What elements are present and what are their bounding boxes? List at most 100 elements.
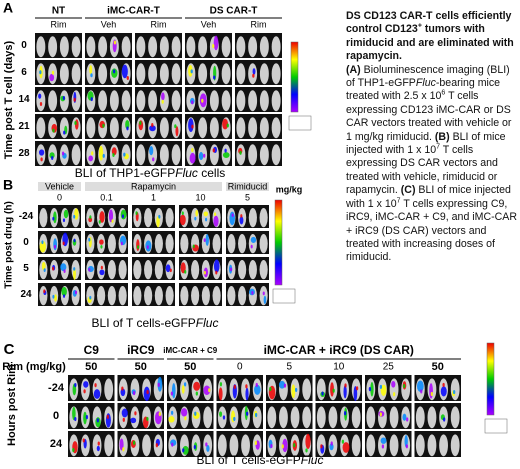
image-panel — [85, 231, 128, 254]
signal — [122, 417, 125, 422]
signal — [52, 128, 55, 133]
signal — [121, 408, 128, 418]
color-scale-box — [272, 288, 296, 304]
row-label: 24 — [20, 289, 32, 300]
mouse — [389, 406, 399, 429]
signal — [53, 244, 57, 249]
caption-part: BLI of T cells-eGFP — [197, 453, 301, 467]
signal — [39, 70, 42, 75]
signal — [233, 416, 236, 422]
signal — [121, 386, 124, 391]
signal — [233, 384, 236, 389]
signal — [171, 442, 174, 447]
signal — [90, 97, 93, 102]
signal — [113, 40, 117, 45]
caption-part: Fluc — [301, 453, 324, 467]
mouse — [238, 285, 247, 306]
mouse — [248, 207, 257, 228]
mouse — [238, 259, 247, 280]
signal — [40, 157, 43, 162]
legend-text: (C) — [400, 184, 416, 197]
signal — [269, 386, 272, 392]
legend-text: -bearing mice treated with 2.5 x 10 — [346, 77, 501, 103]
signal — [430, 391, 433, 397]
legend-text: DS CD123 CAR-T cells efficiently control… — [346, 10, 512, 36]
mouse — [241, 378, 250, 401]
signal — [125, 119, 130, 130]
signal — [60, 263, 67, 272]
signal — [100, 265, 103, 270]
signal — [252, 68, 256, 75]
panel-label: B — [3, 177, 13, 193]
signal — [192, 244, 195, 249]
signal — [213, 75, 216, 80]
mouse — [154, 259, 163, 280]
column-label: 50 — [432, 361, 444, 373]
mouse — [203, 406, 213, 429]
mouse — [427, 406, 437, 429]
signal — [146, 416, 149, 421]
signal — [149, 125, 156, 132]
mouse — [439, 434, 448, 457]
mouse — [104, 434, 114, 457]
mouse — [227, 285, 236, 306]
group-header-bg — [226, 182, 269, 191]
mouse — [130, 378, 140, 401]
signal — [158, 411, 162, 417]
signal — [74, 120, 77, 125]
signal — [98, 220, 101, 224]
signal — [91, 151, 94, 156]
signal — [330, 382, 334, 397]
signal — [184, 416, 187, 421]
y-axis-label: Time post T cell (days) — [3, 40, 15, 159]
mouse — [71, 36, 81, 58]
column-label: 10 — [333, 362, 345, 373]
mouse — [302, 406, 312, 429]
mouse — [165, 285, 174, 306]
mouse — [142, 434, 151, 457]
column-label: 5 — [245, 192, 250, 202]
signal — [62, 241, 65, 246]
signal — [222, 118, 229, 130]
signal — [191, 100, 194, 105]
image-panel — [38, 283, 81, 306]
signal — [254, 412, 258, 418]
mouse — [171, 90, 181, 112]
signal — [73, 97, 76, 102]
legend-text: Bioluminescence imaging (BLI) of THP1-eG… — [346, 63, 510, 90]
signal — [222, 152, 230, 158]
signal — [194, 216, 197, 221]
signal — [226, 123, 229, 128]
signal — [402, 383, 406, 389]
mouse — [209, 90, 219, 112]
column-label: Veh — [201, 19, 217, 29]
mouse — [148, 36, 158, 58]
mouse — [180, 285, 189, 306]
mouse — [107, 233, 116, 254]
signal — [342, 442, 350, 453]
signal — [379, 384, 383, 390]
signal — [112, 69, 116, 74]
signal — [195, 391, 198, 396]
signal — [262, 291, 265, 296]
signal — [38, 149, 45, 156]
mouse — [144, 207, 153, 228]
column-label: 25 — [383, 362, 395, 373]
signal — [182, 448, 185, 453]
signal — [193, 381, 201, 391]
signal — [85, 415, 89, 420]
signal — [203, 211, 209, 217]
image-panel — [85, 205, 128, 228]
legend-text: (B) — [434, 130, 450, 143]
signal — [52, 266, 55, 271]
mouse — [290, 406, 300, 429]
column-label: 0 — [237, 362, 243, 373]
image-panel — [226, 231, 269, 254]
signal — [381, 444, 385, 449]
mouse — [59, 117, 69, 139]
image-panel — [226, 283, 269, 306]
signal — [278, 380, 286, 389]
signal — [213, 35, 219, 51]
signal — [54, 294, 58, 302]
panels: A NT iMC-CAR-T DS CAR-T Rim Veh Rim Veh Rim 0 6 14 2… — [2, 0, 508, 467]
